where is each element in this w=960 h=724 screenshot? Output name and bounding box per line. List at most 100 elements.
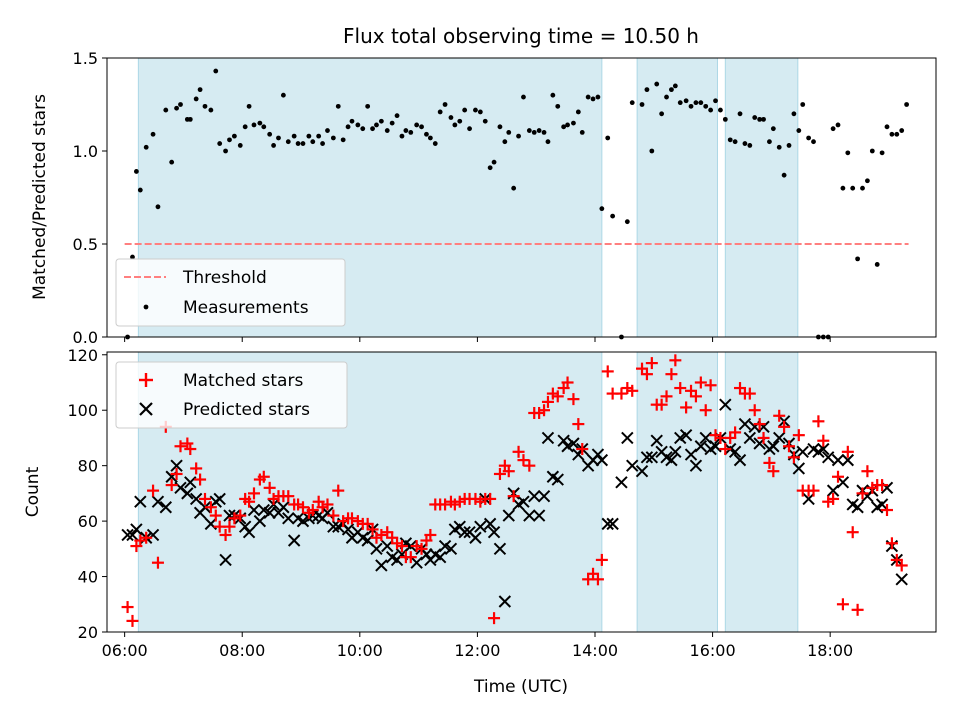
- predicted-point: [498, 595, 512, 608]
- measurement-point: [742, 141, 748, 146]
- predicted-point: [151, 495, 165, 508]
- matched-point: [674, 382, 687, 395]
- predicted-legend-label: Predicted stars: [183, 400, 310, 420]
- predicted-point: [669, 445, 682, 459]
- measurement-point: [365, 103, 371, 109]
- predicted-point: [606, 517, 619, 531]
- predicted-point: [487, 525, 501, 539]
- matched-point: [669, 354, 682, 367]
- measurement-point: [894, 131, 900, 137]
- predicted-point: [532, 509, 546, 522]
- measurement-point: [747, 143, 753, 148]
- predicted-point: [640, 451, 654, 464]
- measurement-point: [197, 87, 203, 93]
- measurement-point: [306, 133, 312, 139]
- measurement-point: [502, 139, 508, 145]
- predicted-point: [327, 520, 340, 533]
- measurement-point: [850, 185, 856, 191]
- predicted-point: [181, 487, 194, 500]
- measurement-point: [536, 128, 542, 133]
- predicted-point: [537, 489, 551, 503]
- measurement-point: [374, 122, 379, 128]
- predicted-point: [699, 431, 712, 445]
- measurement-point: [672, 83, 678, 89]
- predicted-point: [541, 431, 555, 445]
- measurement-point: [727, 137, 733, 143]
- matched-point: [615, 387, 628, 400]
- measurement-point: [155, 204, 161, 210]
- measurement-point: [491, 159, 497, 165]
- measurement-point: [408, 130, 414, 135]
- matched-point: [493, 467, 506, 480]
- matched-point: [404, 551, 417, 564]
- predicted-point: [474, 520, 487, 533]
- measurement-point: [237, 143, 243, 148]
- measurement-point: [187, 116, 193, 122]
- predicted-point: [831, 453, 845, 467]
- predicted-point: [767, 440, 780, 453]
- measurement-point: [370, 126, 375, 132]
- measurement-point: [291, 133, 297, 139]
- measurement-point: [208, 107, 214, 113]
- measurements-legend-label: Measurements: [183, 298, 309, 318]
- measurement-point: [781, 172, 787, 178]
- measurement-point: [599, 206, 605, 212]
- x-tick-label: 08:00: [219, 641, 265, 660]
- matched-point: [640, 368, 653, 381]
- matched-point: [194, 473, 207, 486]
- predicted-point: [650, 434, 663, 447]
- matched-point: [763, 456, 776, 469]
- measurement-point: [345, 124, 351, 130]
- measurement-point: [467, 126, 472, 132]
- observing-window-2: [636, 57, 718, 338]
- matched-point: [424, 528, 437, 541]
- predicted-point: [184, 476, 197, 489]
- measurement-point: [624, 219, 630, 225]
- predicted-point: [719, 398, 732, 411]
- predicted-point: [170, 459, 183, 472]
- matched-point: [126, 614, 139, 627]
- measurement-point: [889, 131, 895, 137]
- matched-point: [836, 598, 849, 611]
- matched-point: [885, 537, 898, 550]
- measurement-point: [845, 150, 851, 156]
- matched-point: [415, 542, 428, 555]
- measurement-point: [360, 126, 366, 132]
- measurement-point: [355, 122, 361, 128]
- predicted-point: [242, 525, 256, 539]
- measurement-point: [649, 148, 655, 154]
- predicted-point: [219, 553, 232, 567]
- observing-window-2: [636, 351, 718, 633]
- measurement-point: [545, 139, 551, 145]
- bottom-axes-frame: [106, 351, 937, 633]
- measurement-point: [610, 213, 616, 219]
- predicted-point: [557, 434, 570, 447]
- predicted-point: [635, 465, 649, 478]
- predicted-point: [458, 525, 471, 539]
- x-tick-label: 10:00: [337, 641, 383, 660]
- measurement-point: [349, 118, 355, 124]
- top-ylabel: Matched/Predicted stars: [30, 94, 50, 300]
- predicted-point: [836, 476, 850, 489]
- matched-point: [729, 426, 742, 439]
- measurement-point: [340, 137, 346, 143]
- matched-point: [263, 481, 276, 494]
- predicted-point: [802, 492, 815, 506]
- measurement-point: [452, 122, 458, 128]
- predicted-point: [263, 506, 276, 519]
- predicted-point: [709, 440, 722, 453]
- measurement-point: [698, 100, 704, 106]
- top-axes-frame: [106, 57, 937, 338]
- predicted-point: [253, 514, 267, 528]
- measurement-point: [732, 139, 738, 145]
- predicted-point: [502, 509, 515, 522]
- bottom-y-tick-label: 40: [78, 568, 98, 587]
- matched-point: [170, 467, 183, 480]
- measurement-point: [874, 262, 880, 267]
- measurement-point: [708, 107, 714, 113]
- measurement-point: [276, 135, 281, 141]
- measurement-point: [477, 109, 483, 115]
- measurement-point: [605, 135, 611, 141]
- matched-point: [626, 384, 639, 397]
